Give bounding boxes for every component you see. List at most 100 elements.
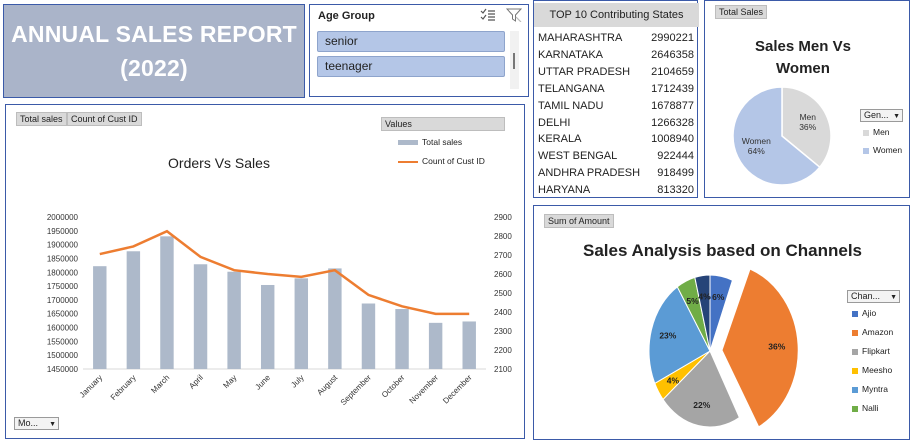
y-tick-label: 1600000	[47, 324, 79, 333]
channel-pie-chart: 6%36%22%4%23%5% 4%	[648, 268, 799, 428]
legend-item-nalli: Nalli	[852, 403, 879, 413]
channel-chart-title: Sales Analysis based on Channels	[582, 241, 863, 260]
y-tick-label: 1750000	[47, 282, 79, 291]
clear-filter-icon[interactable]	[506, 8, 522, 22]
state-value: 2646358	[651, 48, 694, 61]
legend-swatch	[852, 367, 858, 374]
y-tick-label: 1950000	[47, 227, 79, 236]
y2-tick-label: 2200	[494, 346, 512, 355]
pie-data-label: 5%	[686, 296, 699, 306]
legend-swatch	[852, 405, 858, 412]
state-value: 2104659	[651, 65, 694, 78]
x-tick-label: September	[339, 373, 373, 407]
sales-bar	[294, 278, 309, 369]
report-title-box: ANNUAL SALES REPORT (2022)	[3, 4, 305, 98]
legend-item-meesho: Meesho	[852, 365, 892, 375]
orders-vs-sales-chart: 1450000 1500000 1550000 1600000 1650000 17000…	[47, 213, 513, 407]
state-value: 922444	[657, 150, 694, 163]
sales-bar	[462, 321, 476, 369]
values-field-button[interactable]: Values	[381, 117, 505, 131]
slicer-item-senior[interactable]: senior	[317, 31, 505, 52]
pie-data-label: 23%	[659, 331, 676, 341]
pie-slice-women	[732, 86, 821, 186]
state-value: 918499	[657, 167, 694, 180]
orders-vs-sales-panel: Total sales Count of Cust ID Values Orde…	[5, 104, 525, 439]
y-tick-label: 1700000	[47, 296, 79, 305]
y2-tick-label: 2400	[494, 308, 512, 317]
sales-bar	[260, 284, 275, 369]
x-tick-label: August	[315, 373, 340, 398]
age-group-slicer[interactable]: Age Group senior teenager	[309, 4, 529, 97]
pie-data-label: Men	[799, 112, 816, 122]
pie-slice-flipkart	[662, 350, 741, 428]
sales-bar	[193, 264, 208, 369]
state-row: TELANGANA 1712439	[538, 81, 696, 98]
pie-slice-myntra	[648, 286, 711, 385]
month-filter-dropdown[interactable]: Mo...	[14, 417, 59, 430]
state-row: KERALA 1008940	[538, 131, 696, 148]
legend-label-count-cust-id: Count of Cust ID	[422, 156, 485, 166]
pie-data-label: 4%	[667, 375, 680, 385]
total-sales-field-button[interactable]: Total sales	[16, 112, 67, 126]
slicer-item-teenager[interactable]: teenager	[317, 56, 505, 77]
sum-of-amount-field-button[interactable]: Sum of Amount	[544, 214, 614, 228]
legend-swatch-men	[863, 129, 869, 136]
legend-swatch	[852, 329, 858, 336]
legend-label: Amazon	[862, 327, 894, 337]
legend-swatch	[852, 348, 858, 355]
x-tick-label: February	[109, 373, 138, 402]
state-name: KERALA	[538, 133, 582, 146]
legend-swatch	[852, 310, 858, 317]
x-tick-label: March	[149, 373, 171, 395]
state-name: WEST BENGAL	[538, 150, 618, 163]
channel-filter-dropdown[interactable]: Chan...	[847, 290, 900, 303]
state-value: 1678877	[651, 99, 694, 112]
state-row: UTTAR PRADESH 2104659	[538, 64, 696, 81]
sales-bar	[93, 266, 107, 369]
pie-data-label: 22%	[693, 400, 710, 410]
pie-data-label: 6%	[712, 292, 725, 302]
y2-tick-label: 2100	[494, 365, 512, 374]
gender-filter-dropdown[interactable]: Gen...	[860, 109, 903, 122]
sales-bar	[328, 268, 342, 369]
legend-swatch-line	[398, 160, 418, 163]
y-tick-label: 1650000	[47, 310, 79, 319]
x-tick-label: December	[441, 373, 474, 406]
top-states-table: TOP 10 Contributing States MAHARASHTRA 29…	[533, 0, 699, 199]
y-tick-label: 1550000	[47, 337, 79, 346]
y-tick-label: 2000000	[47, 213, 79, 222]
pie-data-label: 36%	[799, 122, 816, 132]
y2-tick-label: 2900	[494, 213, 512, 222]
multi-select-icon[interactable]	[480, 8, 496, 22]
sales-bar	[361, 303, 376, 369]
legend-item-ajio: Ajio	[852, 308, 876, 318]
total-sales-field-button[interactable]: Total Sales	[715, 5, 768, 19]
legend-count-cust-id: Count of Cust ID	[398, 156, 485, 166]
y-tick-label: 1450000	[47, 365, 79, 374]
state-row: MAHARASHTRA 2990221	[538, 30, 696, 47]
legend-swatch-women	[863, 147, 869, 154]
pie-slice-others	[694, 274, 711, 352]
state-name: MAHARASHTRA	[538, 32, 623, 44]
legend-item-amazon: Amazon	[852, 327, 893, 337]
state-row: HARYANA 813320	[538, 182, 696, 199]
channel-sales-panel: Sum of Amount Sales Analysis based on Ch…	[533, 205, 910, 440]
y2-tick-label: 2700	[494, 251, 512, 260]
slicer-header: Age Group	[318, 10, 375, 22]
pie-slice-men	[781, 86, 832, 169]
state-name: UTTAR PRADESH	[538, 65, 631, 78]
legend-label: Meesho	[862, 365, 893, 375]
state-row: KARNATAKA 2646358	[538, 47, 696, 64]
state-row: WEST BENGAL 922444	[538, 148, 696, 165]
state-name: KARNATAKA	[538, 48, 603, 61]
state-name: TELANGANA	[538, 82, 605, 95]
state-name: ANDHRA PRADESH	[538, 167, 641, 180]
count-cust-id-field-button[interactable]: Count of Cust ID	[67, 112, 142, 126]
state-name: TAMIL NADU	[538, 99, 604, 112]
slicer-scrollbar[interactable]	[510, 31, 519, 89]
ovs-chart-title: Orders Vs Sales	[168, 155, 270, 171]
scrollbar-thumb[interactable]	[513, 53, 515, 69]
pie-data-label: 4%	[698, 292, 711, 302]
state-row: DELHI 1266328	[538, 115, 696, 132]
customer-count-line	[99, 229, 470, 316]
